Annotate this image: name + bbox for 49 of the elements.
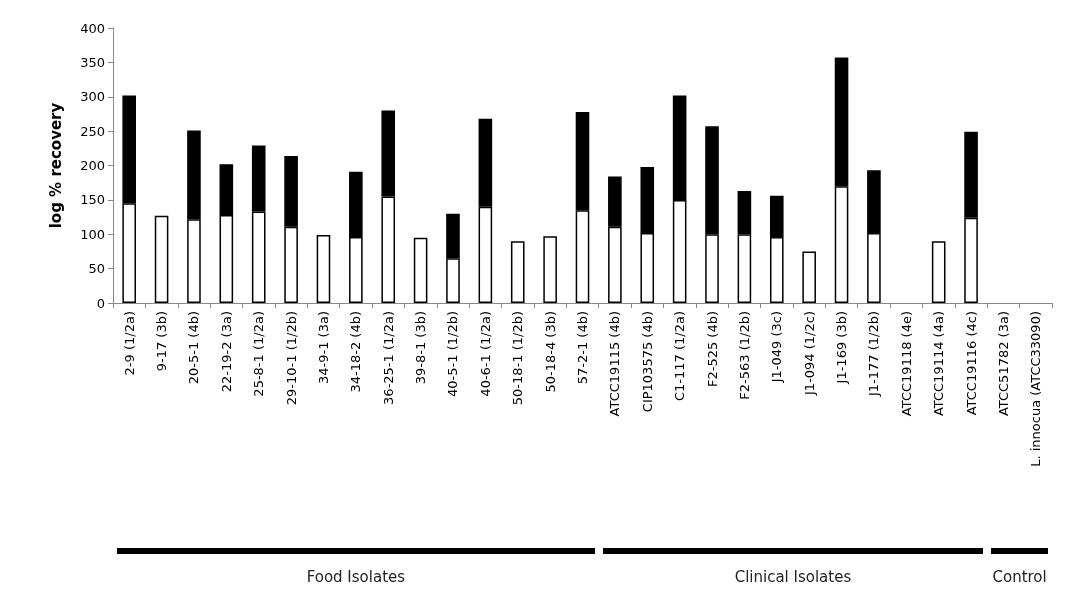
x-tick-label: 34-9-1 (3a) [315, 311, 331, 384]
y-tick-label: 400 [80, 20, 105, 36]
x-tick-label: 36-25-1 (1/2a) [380, 311, 396, 405]
bar [316, 234, 331, 303]
x-tick-label: F2-525 (4b) [704, 311, 720, 388]
x-tick-label: J1-177 (1/2b) [866, 311, 882, 398]
y-tick-label: 200 [80, 158, 105, 173]
y-tick-label: 150 [80, 192, 105, 208]
text: Clinical Isolates [733, 568, 853, 586]
x-tick-label: CIP103575 (4b) [639, 311, 655, 413]
x-tick-label: J1-049 (3c) [769, 311, 785, 384]
x-tick-label: F2-563 (1/2b) [736, 311, 752, 400]
bar [413, 237, 428, 303]
bar [543, 236, 557, 303]
x-tick-label: 34-18-2 (4b) [348, 311, 364, 393]
x-tick-label: L. innocua (ATCC33090) [1028, 311, 1044, 467]
x-tick-label: J1-169 (3b) [834, 311, 850, 385]
bar [510, 241, 525, 303]
x-tick-label: ATCC51782 (3a) [995, 311, 1011, 417]
y-tick-label: 300 [80, 89, 105, 105]
text: Control [991, 568, 1048, 586]
x-tick-label: ATCC19115 (4b) [607, 311, 623, 417]
x-tick-label: ATCC19114 (4a) [931, 311, 947, 417]
x-tick-label: C1-117 (1/2a) [672, 311, 688, 402]
x-tick-label: ATCC19118 (4e) [898, 311, 914, 417]
y-tick-label: 350 [80, 54, 105, 70]
x-tick-label: 50-18-1 (1/2b) [510, 311, 526, 406]
x-tick-label: 20-5-1 (4b) [186, 311, 202, 385]
x-tick-label: 9-17 (3b) [154, 311, 170, 372]
text: Food Isolates [305, 568, 407, 586]
x-tick-label: 25-8-1 (1/2a) [251, 311, 267, 397]
y-tick-label: 50 [88, 261, 105, 277]
x-tick-label: J1-094 (1/2c) [801, 311, 817, 396]
x-tick-label: 22-19-2 (3a) [218, 311, 234, 393]
x-tick-label: 40-5-1 (1/2b) [445, 311, 461, 397]
x-tick-label: 2-9 (1/2a) [121, 311, 137, 376]
bar [154, 215, 169, 303]
y-tick-label: 100 [80, 226, 105, 242]
x-tick-label: 39-8-1 (3b) [413, 311, 429, 385]
x-tick-label: ATCC19116 (4c) [963, 311, 979, 416]
x-tick-label: 40-6-1 (1/2a) [477, 311, 493, 397]
x-tick-label: 50-18-4 (3b) [542, 311, 558, 393]
y-tick-label: 0 [96, 295, 105, 311]
y-axis-title: log % recovery [46, 102, 65, 229]
x-tick-label: 29-10-1 (1/2b) [283, 311, 299, 406]
bar [931, 241, 946, 303]
bar [802, 251, 816, 303]
x-tick-label: 57-2-1 (4b) [575, 311, 590, 385]
y-tick-label: 250 [80, 123, 105, 139]
